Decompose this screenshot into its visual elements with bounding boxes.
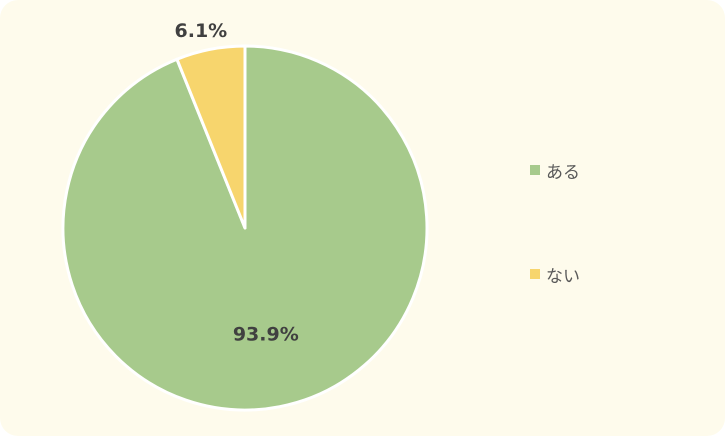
legend-label-nai: ない xyxy=(546,266,580,287)
pie-slices xyxy=(61,44,429,412)
pie-slice-nai xyxy=(175,44,247,230)
pie-data-labels: 93.9% 6.1% xyxy=(175,20,299,346)
legend-item-aru: ある xyxy=(530,158,580,183)
data-label-nai: 6.1% xyxy=(175,20,228,42)
legend-swatch-aru xyxy=(530,165,540,175)
legend-item-nai: ない xyxy=(530,262,580,287)
legend-swatch-nai xyxy=(530,269,540,279)
data-label-aru: 93.9% xyxy=(233,324,299,346)
legend-label-aru: ある xyxy=(546,162,580,183)
chart-legend: ある ない xyxy=(530,158,580,366)
